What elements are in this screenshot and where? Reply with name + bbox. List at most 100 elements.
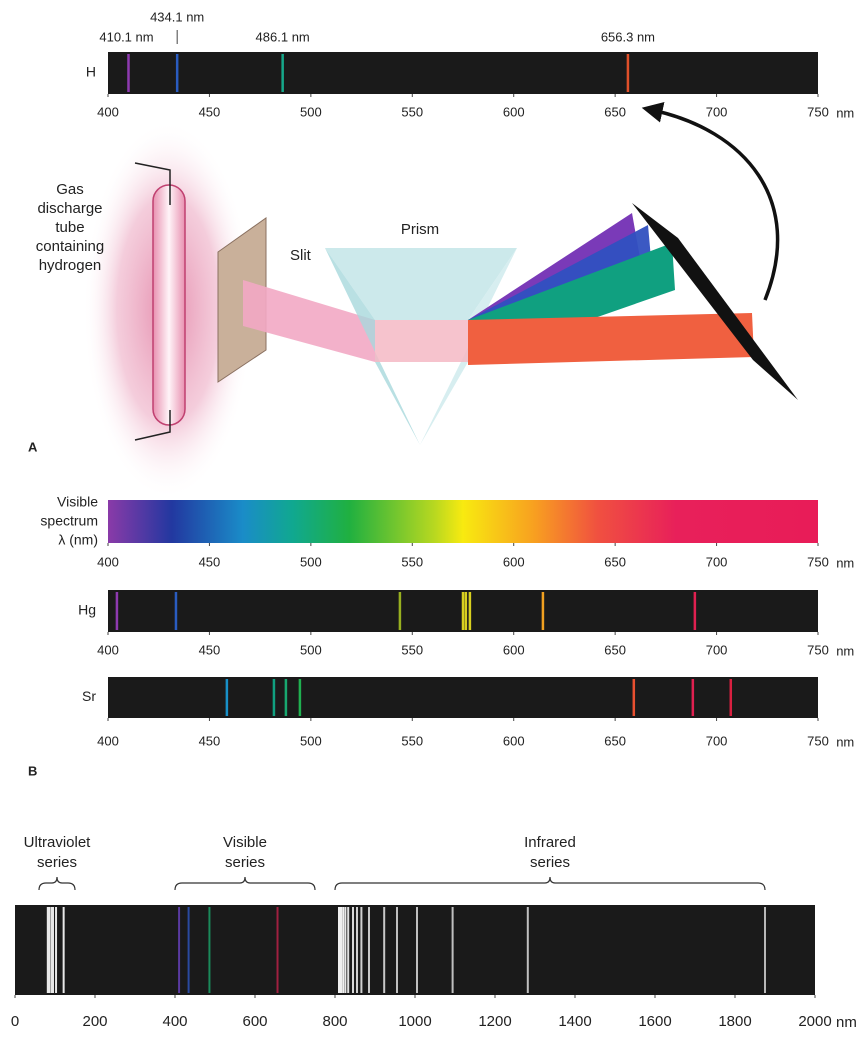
slit-label: Slit <box>290 247 312 264</box>
emission-line <box>277 907 279 993</box>
emission-line <box>178 907 180 993</box>
x-tick-label: 700 <box>706 554 728 569</box>
x-tick-label: 650 <box>604 733 626 748</box>
emission-line <box>63 907 65 993</box>
series-label: series <box>225 854 265 871</box>
emission-line <box>633 679 636 716</box>
series-brace <box>175 877 315 890</box>
x-tick-label: 550 <box>401 104 423 119</box>
x-tick-label: 600 <box>242 1013 267 1030</box>
emission-line <box>299 679 302 716</box>
x-tick-label: 450 <box>199 733 221 748</box>
emission-line <box>273 679 276 716</box>
spectrum-label: Visible <box>57 494 98 510</box>
x-tick-label: 750 <box>807 642 829 657</box>
emission-line <box>527 907 529 993</box>
x-tick-label: 2000 <box>798 1013 831 1030</box>
series-brace <box>335 877 765 890</box>
x-tick-label: 450 <box>199 554 221 569</box>
x-tick-label: 600 <box>503 642 525 657</box>
emission-line <box>416 907 418 993</box>
x-tick-label: 500 <box>300 733 322 748</box>
emission-line <box>360 907 362 993</box>
beam-in-prism <box>375 320 468 362</box>
visible-spectrum-bar <box>108 500 818 543</box>
line-label: 656.3 nm <box>601 29 655 44</box>
emission-line <box>176 54 179 92</box>
x-tick-label: 1200 <box>478 1013 511 1030</box>
x-tick-label: 1800 <box>718 1013 751 1030</box>
emission-line <box>764 907 766 993</box>
emission-line <box>285 679 288 716</box>
element-label: Sr <box>82 688 96 704</box>
x-tick-label: 750 <box>807 554 829 569</box>
x-tick-label: 600 <box>503 104 525 119</box>
series-label: Visible <box>223 834 267 851</box>
emission-line <box>383 907 385 993</box>
beam-red <box>468 313 754 365</box>
emission-line <box>465 592 468 630</box>
spectrum-bar <box>15 905 815 995</box>
emission-line <box>188 907 190 993</box>
series-label: series <box>530 854 570 871</box>
x-tick-label: 700 <box>706 104 728 119</box>
series-label: series <box>37 854 77 871</box>
emission-line <box>116 592 119 630</box>
x-tick-label: 1600 <box>638 1013 671 1030</box>
series-label: Ultraviolet <box>24 834 92 851</box>
emission-line <box>462 592 465 630</box>
emission-line <box>347 907 349 993</box>
x-tick-label: 400 <box>162 1013 187 1030</box>
spectrum-bar <box>108 52 818 94</box>
x-tick-label: 600 <box>503 733 525 748</box>
x-tick-label: 200 <box>82 1013 107 1030</box>
axis-unit: nm <box>836 555 854 570</box>
emission-line <box>127 54 130 92</box>
emission-line <box>175 592 178 630</box>
emission-line <box>342 907 344 993</box>
x-tick-label: 650 <box>604 104 626 119</box>
series-brace <box>39 877 75 890</box>
x-tick-label: 0 <box>11 1013 19 1030</box>
spectrum-label: λ (nm) <box>58 532 98 548</box>
x-tick-label: 550 <box>401 642 423 657</box>
x-tick-label: 700 <box>706 733 728 748</box>
line-label: 410.1 nm <box>99 29 153 44</box>
emission-line <box>340 907 342 993</box>
emission-line <box>692 679 695 716</box>
emission-line <box>281 54 284 92</box>
x-tick-label: 550 <box>401 554 423 569</box>
emission-line <box>48 907 50 993</box>
tube-label-line: discharge <box>37 200 102 217</box>
emission-line <box>730 679 733 716</box>
series-label: Infrared <box>524 834 576 851</box>
emission-line <box>52 907 54 993</box>
prism-label: Prism <box>401 221 439 238</box>
tube-label-line: Gas <box>56 181 84 198</box>
emission-line <box>55 907 57 993</box>
emission-line <box>226 679 229 716</box>
emission-line <box>344 907 346 993</box>
x-tick-label: 400 <box>97 733 119 748</box>
x-tick-label: 1000 <box>398 1013 431 1030</box>
x-tick-label: 400 <box>97 104 119 119</box>
emission-line <box>694 592 697 630</box>
x-tick-label: 800 <box>322 1013 347 1030</box>
emission-line <box>627 54 630 92</box>
x-tick-label: 400 <box>97 554 119 569</box>
x-tick-label: 450 <box>199 642 221 657</box>
line-label: 486.1 nm <box>256 29 310 44</box>
axis-unit: nm <box>836 1014 857 1031</box>
x-tick-label: 400 <box>97 642 119 657</box>
axis-unit: nm <box>836 105 854 120</box>
emission-line <box>356 907 358 993</box>
panel-label: A <box>28 439 38 454</box>
x-tick-label: 750 <box>807 733 829 748</box>
discharge-tube <box>153 185 185 425</box>
x-tick-label: 700 <box>706 642 728 657</box>
x-tick-label: 500 <box>300 554 322 569</box>
x-tick-label: 450 <box>199 104 221 119</box>
tube-label-line: containing <box>36 238 104 255</box>
panel-label: B <box>28 763 37 778</box>
